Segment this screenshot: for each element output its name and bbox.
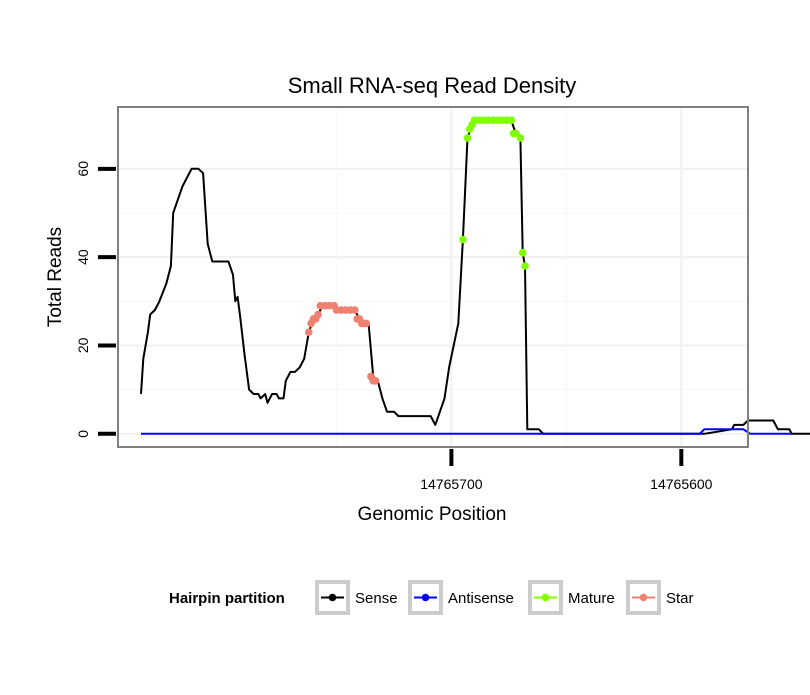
series-star bbox=[305, 301, 380, 385]
x-tick-label: 14765600 bbox=[650, 476, 713, 492]
data-point-star bbox=[371, 377, 380, 385]
x-axis: 14765700 14765600 bbox=[420, 449, 713, 492]
y-tick-label: 20 bbox=[75, 337, 91, 353]
legend-swatch-point bbox=[421, 593, 430, 602]
data-point-mature bbox=[507, 116, 515, 124]
y-tick-label: 0 bbox=[75, 430, 91, 438]
legend: Hairpin partition Sense Antisense Mature St… bbox=[169, 580, 694, 615]
data-point-mature bbox=[459, 235, 467, 244]
plot-border bbox=[117, 106, 749, 448]
data-point-mature bbox=[518, 248, 527, 257]
series-line-antisense bbox=[141, 428, 792, 435]
x-axis-label: Genomic Position bbox=[358, 504, 507, 525]
legend-swatch-point bbox=[541, 593, 550, 602]
y-axis-label: Total Reads bbox=[45, 227, 66, 327]
legend-label-star: Star bbox=[666, 590, 694, 607]
series-mature bbox=[459, 116, 529, 270]
legend-key-mature: Mature bbox=[528, 580, 615, 615]
data-point-star bbox=[351, 306, 359, 314]
data-point-star bbox=[305, 328, 313, 337]
y-axis: 0 20 40 60 bbox=[75, 161, 116, 438]
data-point-star bbox=[314, 310, 322, 319]
legend-swatch-point bbox=[639, 593, 648, 602]
legend-swatch-point bbox=[328, 593, 337, 602]
grid-lines bbox=[118, 107, 748, 447]
plot-panel bbox=[118, 107, 748, 447]
series-antisense bbox=[141, 428, 792, 435]
chart-title: Small RNA-seq Read Density bbox=[288, 73, 577, 98]
data-point-mature bbox=[516, 134, 525, 142]
y-tick-label: 40 bbox=[75, 249, 91, 265]
legend-label-antisense: Antisense bbox=[448, 590, 514, 607]
legend-key-antisense: Antisense bbox=[408, 580, 514, 615]
data-point-star bbox=[362, 319, 371, 328]
legend-title: Hairpin partition bbox=[169, 590, 285, 607]
data-point-mature bbox=[521, 262, 529, 270]
legend-label-sense: Sense bbox=[355, 590, 398, 607]
data-point-mature bbox=[463, 134, 472, 142]
legend-key-sense: Sense bbox=[315, 580, 398, 615]
x-tick-label: 14765700 bbox=[420, 476, 483, 492]
y-tick-label: 60 bbox=[75, 161, 91, 177]
legend-key-star: Star bbox=[626, 580, 694, 615]
series-layer bbox=[140, 116, 810, 435]
legend-label-mature: Mature bbox=[568, 590, 615, 607]
